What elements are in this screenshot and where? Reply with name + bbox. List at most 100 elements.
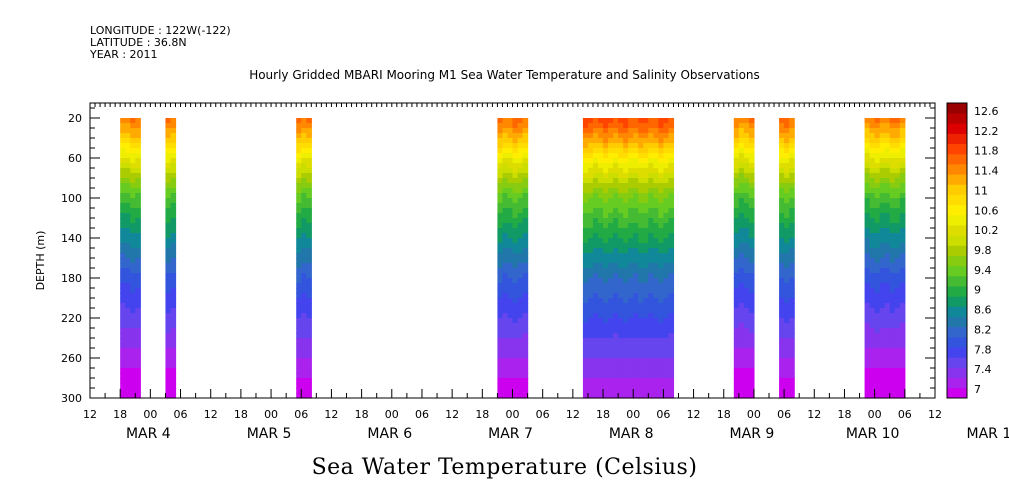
temperature-cell: [587, 358, 594, 364]
temperature-cell: [899, 178, 906, 184]
x-tick-label: 18: [837, 408, 851, 421]
temperature-cell: [628, 173, 634, 179]
temperature-cell: [869, 293, 876, 299]
temperature-cell: [170, 258, 177, 264]
temperature-cell: [603, 208, 609, 214]
temperature-cell: [598, 198, 604, 204]
temperature-cell: [789, 393, 795, 399]
temperature-cell: [779, 323, 785, 329]
temperature-cell: [899, 353, 906, 359]
temperature-cell: [582, 193, 589, 199]
temperature-cell: [874, 288, 881, 294]
temperature-cell: [301, 293, 307, 299]
temperature-cell: [874, 138, 881, 144]
temperature-cell: [784, 148, 790, 154]
temperature-cell: [894, 283, 901, 289]
temperature-cell: [899, 303, 906, 309]
temperature-cell: [522, 168, 529, 174]
temperature-cell: [125, 268, 131, 274]
temperature-cell: [894, 198, 901, 204]
temperature-cell: [658, 283, 664, 289]
temperature-cell: [633, 288, 639, 294]
temperature-cell: [633, 123, 639, 129]
temperature-cell: [668, 373, 675, 379]
temperature-cell: [512, 163, 519, 169]
temperature-cell: [789, 138, 795, 144]
temperature-cell: [653, 238, 659, 244]
temperature-cell: [733, 148, 740, 154]
temperature-cell: [864, 233, 871, 239]
temperature-cell: [743, 118, 750, 124]
temperature-cell: [879, 213, 886, 219]
temperature-cell: [613, 238, 619, 244]
temperature-cell: [502, 258, 509, 264]
temperature-cell: [663, 348, 670, 354]
temperature-cell: [784, 378, 790, 384]
temperature-cell: [663, 288, 670, 294]
temperature-cell: [668, 163, 675, 169]
temperature-cell: [608, 293, 614, 299]
temperature-cell: [653, 258, 659, 264]
temperature-cell: [884, 128, 891, 134]
temperature-cell: [507, 273, 514, 279]
temperature-cell: [658, 188, 664, 194]
temperature-cell: [623, 233, 629, 239]
temperature-cell: [296, 178, 302, 184]
temperature-cell: [864, 293, 871, 299]
temperature-cell: [512, 308, 519, 314]
temperature-cell: [784, 363, 790, 369]
x-tick-label: 12: [445, 408, 459, 421]
temperature-cell: [522, 338, 529, 344]
temperature-cell: [653, 203, 659, 209]
temperature-cell: [165, 128, 172, 134]
temperature-cell: [502, 128, 509, 134]
temperature-cell: [789, 258, 795, 264]
temperature-cell: [582, 233, 589, 239]
temperature-cell: [779, 308, 785, 314]
temperature-cell: [592, 308, 599, 314]
temperature-cell: [125, 203, 131, 209]
temperature-cell: [648, 388, 654, 394]
temperature-cell: [613, 148, 619, 154]
temperature-cell: [497, 393, 504, 399]
temperature-cell: [653, 293, 659, 299]
temperature-cell: [517, 278, 524, 284]
temperature-cell: [608, 133, 614, 139]
temperature-cell: [748, 308, 755, 314]
temperature-cell: [789, 188, 795, 194]
temperature-cell: [899, 333, 906, 339]
temperature-cell: [623, 213, 629, 219]
temperature-cell: [648, 193, 654, 199]
temperature-cell: [628, 158, 634, 164]
temperature-cell: [522, 193, 529, 199]
temperature-cell: [748, 273, 755, 279]
temperature-cell: [582, 253, 589, 259]
temperature-cell: [779, 158, 785, 164]
temperature-cell: [603, 298, 609, 304]
temperature-cell: [894, 238, 901, 244]
temperature-cell: [125, 298, 131, 304]
temperature-cell: [784, 208, 790, 214]
temperature-cell: [125, 128, 131, 134]
temperature-cell: [623, 303, 629, 309]
temperature-cell: [613, 278, 619, 284]
temperature-cell: [120, 378, 126, 384]
temperature-cell: [633, 198, 639, 204]
temperature-cell: [899, 248, 906, 254]
temperature-cell: [120, 353, 126, 359]
temperature-cell: [643, 138, 649, 144]
temperature-cell: [507, 213, 514, 219]
temperature-cell: [748, 378, 755, 384]
temperature-cell: [598, 213, 604, 219]
temperature-cell: [512, 203, 519, 209]
temperature-cell: [869, 373, 876, 379]
temperature-cell: [789, 388, 795, 394]
temperature-cell: [582, 383, 589, 389]
temperature-cell: [603, 328, 609, 334]
temperature-cell: [512, 258, 519, 264]
temperature-cell: [582, 138, 589, 144]
temperature-cell: [789, 123, 795, 129]
temperature-cell: [748, 183, 755, 189]
temperature-cell: [884, 243, 891, 249]
temperature-cell: [301, 163, 307, 169]
